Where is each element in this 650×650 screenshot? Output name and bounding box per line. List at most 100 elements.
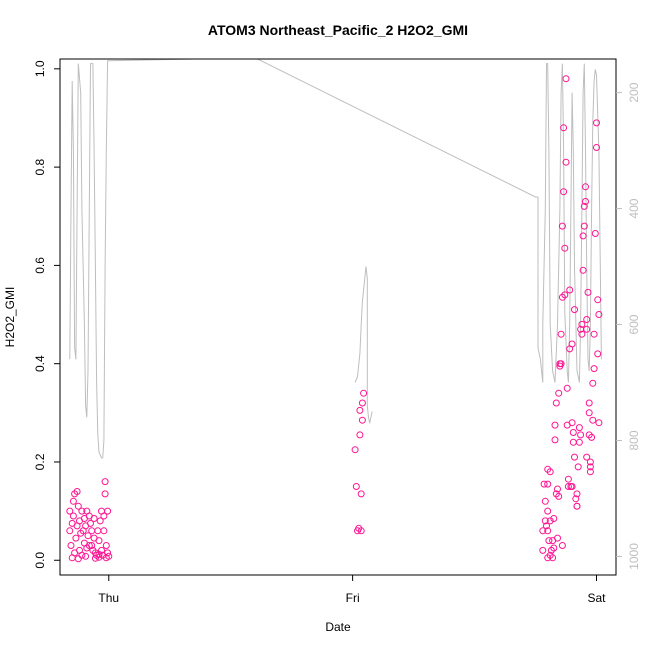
data-point: [357, 527, 365, 535]
data-point: [561, 244, 569, 252]
data-point: [586, 468, 594, 476]
data-point: [569, 438, 577, 446]
y-axis: 0.0 0.2 0.4 0.6 0.8 1.0: [33, 60, 60, 569]
data-point: [579, 232, 587, 240]
data-point: [578, 330, 586, 338]
data-point: [568, 340, 576, 348]
data-point: [554, 534, 561, 542]
data-point: [91, 554, 99, 562]
right-tick-label: 200: [627, 82, 641, 102]
right-tick-label: 800: [627, 430, 641, 450]
data-point: [589, 379, 597, 387]
data-point: [583, 453, 591, 461]
data-point: [547, 546, 555, 554]
data-point: [564, 483, 572, 490]
data-point: [590, 330, 598, 338]
y-tick-label: 1.0: [33, 60, 47, 77]
data-point: [593, 144, 600, 151]
data-point: [568, 483, 576, 490]
data-point: [82, 552, 90, 560]
data-point: [586, 458, 594, 466]
data-point: [593, 119, 600, 127]
data-point: [539, 527, 547, 535]
data-point: [100, 512, 108, 520]
data-point: [582, 183, 589, 191]
data-point: [100, 527, 108, 535]
series-line-1: [354, 266, 373, 424]
data-point: [66, 507, 74, 515]
y-tick-label: 0.4: [33, 355, 47, 372]
data-point: [590, 365, 598, 373]
data-point: [88, 527, 96, 535]
x-tick-label: Sat: [587, 591, 606, 605]
data-point: [101, 490, 109, 498]
data-point: [544, 527, 552, 535]
y-axis-label: H2O2_GMI: [3, 287, 17, 348]
data-point: [67, 542, 75, 549]
data-point: [591, 230, 599, 237]
data-point: [66, 527, 74, 535]
data-point: [583, 325, 591, 333]
data-point: [561, 291, 569, 299]
data-point: [569, 429, 577, 436]
data-point: [552, 399, 560, 407]
data-point: [585, 399, 593, 407]
data-point: [98, 546, 105, 554]
data-point: [566, 286, 574, 294]
data-point: [540, 480, 548, 488]
data-point: [562, 158, 570, 166]
data-point: [358, 399, 366, 407]
data-point: [580, 222, 588, 230]
data-point: [551, 421, 559, 429]
data-point: [563, 384, 571, 392]
data-point: [78, 551, 86, 559]
data-point: [356, 431, 364, 439]
right-tick-label: 400: [627, 198, 641, 218]
data-point: [586, 463, 594, 471]
data-point: [583, 316, 591, 323]
y-tick-label: 0.6: [33, 257, 47, 274]
data-point: [101, 478, 109, 486]
data-point: [74, 555, 82, 563]
data-point: [539, 546, 547, 554]
data-point: [546, 517, 554, 525]
data-point: [575, 438, 583, 446]
data-point: [358, 416, 366, 424]
data-point: [84, 532, 92, 540]
data-point: [589, 416, 597, 424]
y-tick-label: 0.2: [33, 453, 47, 470]
data-point: [558, 542, 566, 549]
data-point: [85, 542, 93, 549]
data-point: [582, 198, 589, 205]
right-tick-label: 1000: [627, 543, 641, 570]
y-tick-label: 0.0: [33, 552, 47, 569]
data-point: [574, 463, 582, 471]
data-point: [571, 306, 578, 314]
data-point: [544, 465, 552, 473]
data-point: [105, 552, 113, 560]
data-point: [541, 497, 549, 505]
data-point: [555, 492, 563, 500]
data-point: [585, 431, 593, 439]
x-axis: Thu Fri Sat: [98, 575, 606, 605]
x-tick-label: Thu: [98, 591, 119, 605]
data-point: [550, 515, 558, 522]
data-point: [104, 549, 112, 557]
data-point: [555, 389, 563, 397]
chart-title: ATOM3 Northeast_Pacific_2 H2O2_GMI: [208, 22, 468, 38]
data-point: [544, 480, 552, 488]
data-point: [96, 517, 104, 525]
data-point: [568, 419, 576, 427]
data-point: [584, 288, 592, 296]
right-axis: 200 400 600 800 1000: [616, 82, 641, 570]
x-tick-label: Fri: [346, 591, 360, 605]
data-point: [571, 453, 578, 461]
data-point: [94, 527, 102, 535]
data-point: [102, 542, 110, 549]
data-point: [544, 507, 552, 515]
data-point: [573, 502, 581, 510]
data-point: [572, 495, 580, 503]
data-point: [562, 75, 570, 83]
data-point: [69, 497, 77, 505]
data-point: [357, 490, 365, 498]
